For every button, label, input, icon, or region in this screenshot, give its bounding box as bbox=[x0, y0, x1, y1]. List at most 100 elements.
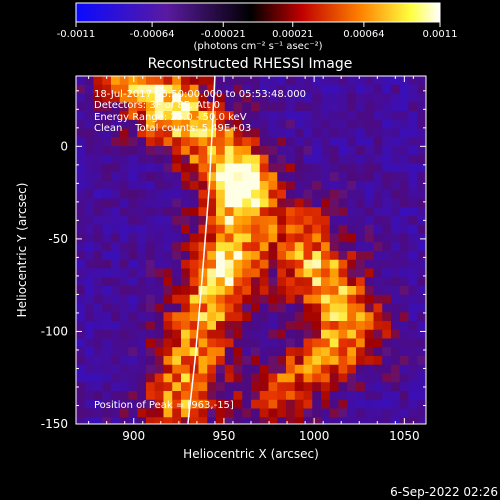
image-pixel bbox=[172, 102, 182, 112]
image-pixel bbox=[189, 84, 199, 94]
image-pixel bbox=[312, 382, 322, 392]
image-pixel bbox=[111, 277, 121, 287]
image-pixel bbox=[338, 329, 348, 339]
image-pixel bbox=[119, 242, 129, 252]
image-pixel bbox=[373, 329, 383, 339]
image-pixel bbox=[76, 189, 86, 199]
image-pixel bbox=[356, 286, 366, 296]
image-pixel bbox=[76, 259, 86, 269]
image-pixel bbox=[268, 303, 278, 313]
image-pixel bbox=[251, 321, 261, 331]
image-pixel bbox=[163, 233, 173, 243]
image-pixel bbox=[84, 189, 94, 199]
image-pixel bbox=[268, 224, 278, 234]
image-pixel bbox=[198, 154, 208, 164]
image-pixel bbox=[84, 382, 94, 392]
image-pixel bbox=[408, 84, 418, 94]
image-pixel bbox=[294, 216, 304, 226]
image-pixel bbox=[163, 364, 173, 374]
image-pixel bbox=[338, 207, 348, 217]
image-pixel bbox=[154, 251, 164, 261]
image-pixel bbox=[111, 364, 121, 374]
image-pixel bbox=[207, 207, 217, 217]
image-pixel bbox=[224, 137, 234, 147]
image-pixel bbox=[294, 338, 304, 348]
image-pixel bbox=[84, 364, 94, 374]
image-pixel bbox=[268, 207, 278, 217]
image-pixel bbox=[382, 286, 392, 296]
image-pixel bbox=[382, 119, 392, 129]
image-pixel bbox=[417, 172, 426, 182]
image-pixel bbox=[347, 111, 357, 121]
image-pixel bbox=[119, 172, 129, 182]
image-pixel bbox=[137, 224, 147, 234]
image-pixel bbox=[207, 251, 217, 261]
image-pixel bbox=[347, 84, 357, 94]
image-pixel bbox=[286, 207, 296, 217]
image-pixel bbox=[373, 189, 383, 199]
image-pixel bbox=[356, 93, 366, 103]
image-pixel bbox=[198, 137, 208, 147]
image-pixel bbox=[102, 364, 112, 374]
image-pixel bbox=[172, 417, 182, 424]
image-pixel bbox=[224, 329, 234, 339]
image-pixel bbox=[277, 259, 287, 269]
image-pixel bbox=[233, 181, 243, 191]
image-pixel bbox=[224, 303, 234, 313]
image-pixel bbox=[338, 146, 348, 156]
image-pixel bbox=[198, 294, 208, 304]
image-pixel bbox=[259, 181, 269, 191]
image-pixel bbox=[251, 373, 261, 383]
image-pixel bbox=[198, 172, 208, 182]
image-pixel bbox=[303, 111, 313, 121]
image-pixel bbox=[102, 268, 112, 278]
image-pixel bbox=[111, 312, 121, 322]
image-pixel bbox=[128, 286, 138, 296]
image-pixel bbox=[181, 216, 191, 226]
image-pixel bbox=[286, 399, 296, 409]
image-pixel bbox=[189, 373, 199, 383]
image-pixel bbox=[128, 102, 138, 112]
image-pixel bbox=[76, 417, 86, 424]
image-pixel bbox=[93, 189, 103, 199]
y-tick-label: -50 bbox=[48, 232, 68, 246]
image-pixel bbox=[93, 146, 103, 156]
image-pixel bbox=[189, 242, 199, 252]
image-pixel bbox=[268, 154, 278, 164]
image-pixel bbox=[303, 338, 313, 348]
image-pixel bbox=[242, 268, 252, 278]
image-pixel bbox=[277, 189, 287, 199]
image-pixel bbox=[233, 268, 243, 278]
image-pixel bbox=[382, 242, 392, 252]
image-pixel bbox=[259, 102, 269, 112]
image-pixel bbox=[373, 154, 383, 164]
image-pixel bbox=[154, 181, 164, 191]
image-pixel bbox=[93, 137, 103, 147]
image-pixel bbox=[119, 399, 129, 409]
image-pixel bbox=[294, 312, 304, 322]
image-pixel bbox=[356, 259, 366, 269]
image-pixel bbox=[93, 172, 103, 182]
image-pixel bbox=[102, 233, 112, 243]
image-pixel bbox=[294, 242, 304, 252]
image-pixel bbox=[198, 181, 208, 191]
image-pixel bbox=[216, 329, 226, 339]
image-pixel bbox=[224, 268, 234, 278]
image-pixel bbox=[303, 251, 313, 261]
image-pixel bbox=[102, 347, 112, 357]
image-pixel bbox=[268, 356, 278, 366]
image-pixel bbox=[119, 76, 129, 86]
image-pixel bbox=[198, 102, 208, 112]
image-pixel bbox=[259, 137, 269, 147]
image-pixel bbox=[347, 356, 357, 366]
image-pixel bbox=[277, 251, 287, 261]
image-pixel bbox=[312, 268, 322, 278]
image-pixel bbox=[102, 399, 112, 409]
image-pixel bbox=[251, 347, 261, 357]
image-pixel bbox=[84, 312, 94, 322]
image-pixel bbox=[93, 242, 103, 252]
image-pixel bbox=[76, 216, 86, 226]
image-pixel bbox=[364, 181, 374, 191]
image-pixel bbox=[417, 111, 426, 121]
image-pixel bbox=[111, 382, 121, 392]
